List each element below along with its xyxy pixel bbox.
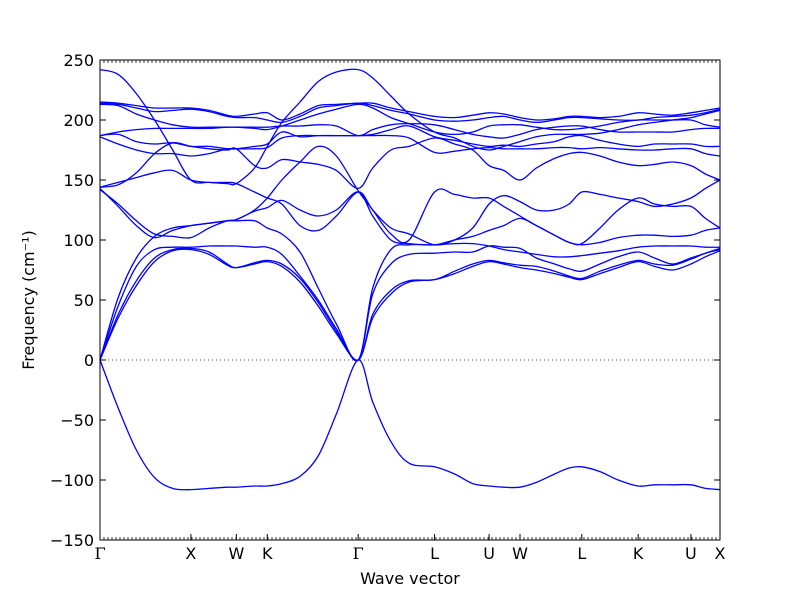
- y-tick-label: 100: [63, 231, 94, 250]
- y-tick-label: 50: [74, 291, 94, 310]
- band-line-4: [99, 245, 721, 362]
- band-line-15: [99, 101, 721, 121]
- y-tick-label: 0: [84, 351, 94, 370]
- x-axis-label: Wave vector: [360, 569, 460, 588]
- y-tick-label: 250: [63, 51, 94, 70]
- plot-area-background: [100, 60, 720, 540]
- y-tick-label: −100: [50, 471, 94, 490]
- x-tick-label: K: [633, 544, 644, 563]
- x-tick-label: X: [185, 544, 196, 563]
- band-line-9: [99, 137, 721, 190]
- x-tick-label: U: [483, 544, 495, 563]
- x-tick-label: W: [512, 544, 528, 563]
- band-line-13: [99, 103, 721, 136]
- plot-frame: [99, 59, 721, 541]
- x-tick-label: L: [430, 544, 439, 563]
- x-tick-label: U: [685, 544, 697, 563]
- band-line-6: [99, 189, 721, 246]
- y-tick-label: 200: [63, 111, 94, 130]
- y-tick-label: −150: [50, 531, 94, 550]
- y-tick-label: −50: [60, 411, 94, 430]
- y-tick-label: 150: [63, 171, 94, 190]
- band-line-10: [99, 134, 721, 157]
- series-group: [99, 68, 721, 491]
- x-tick-label: Γ: [94, 544, 105, 563]
- band-line-1: [99, 359, 721, 491]
- x-tick-label: Γ: [353, 544, 364, 563]
- band-line-7: [99, 145, 721, 246]
- y-axis-label: Frequency (cm⁻¹): [19, 230, 38, 369]
- band-line-11: [99, 125, 721, 150]
- band-line-2: [99, 248, 721, 361]
- x-tick-label: L: [577, 544, 586, 563]
- x-tick-label: K: [262, 544, 273, 563]
- band-line-16: [99, 68, 721, 186]
- x-tick-label: W: [228, 544, 244, 563]
- band-line-3: [99, 247, 721, 361]
- x-tick-label: X: [715, 544, 726, 563]
